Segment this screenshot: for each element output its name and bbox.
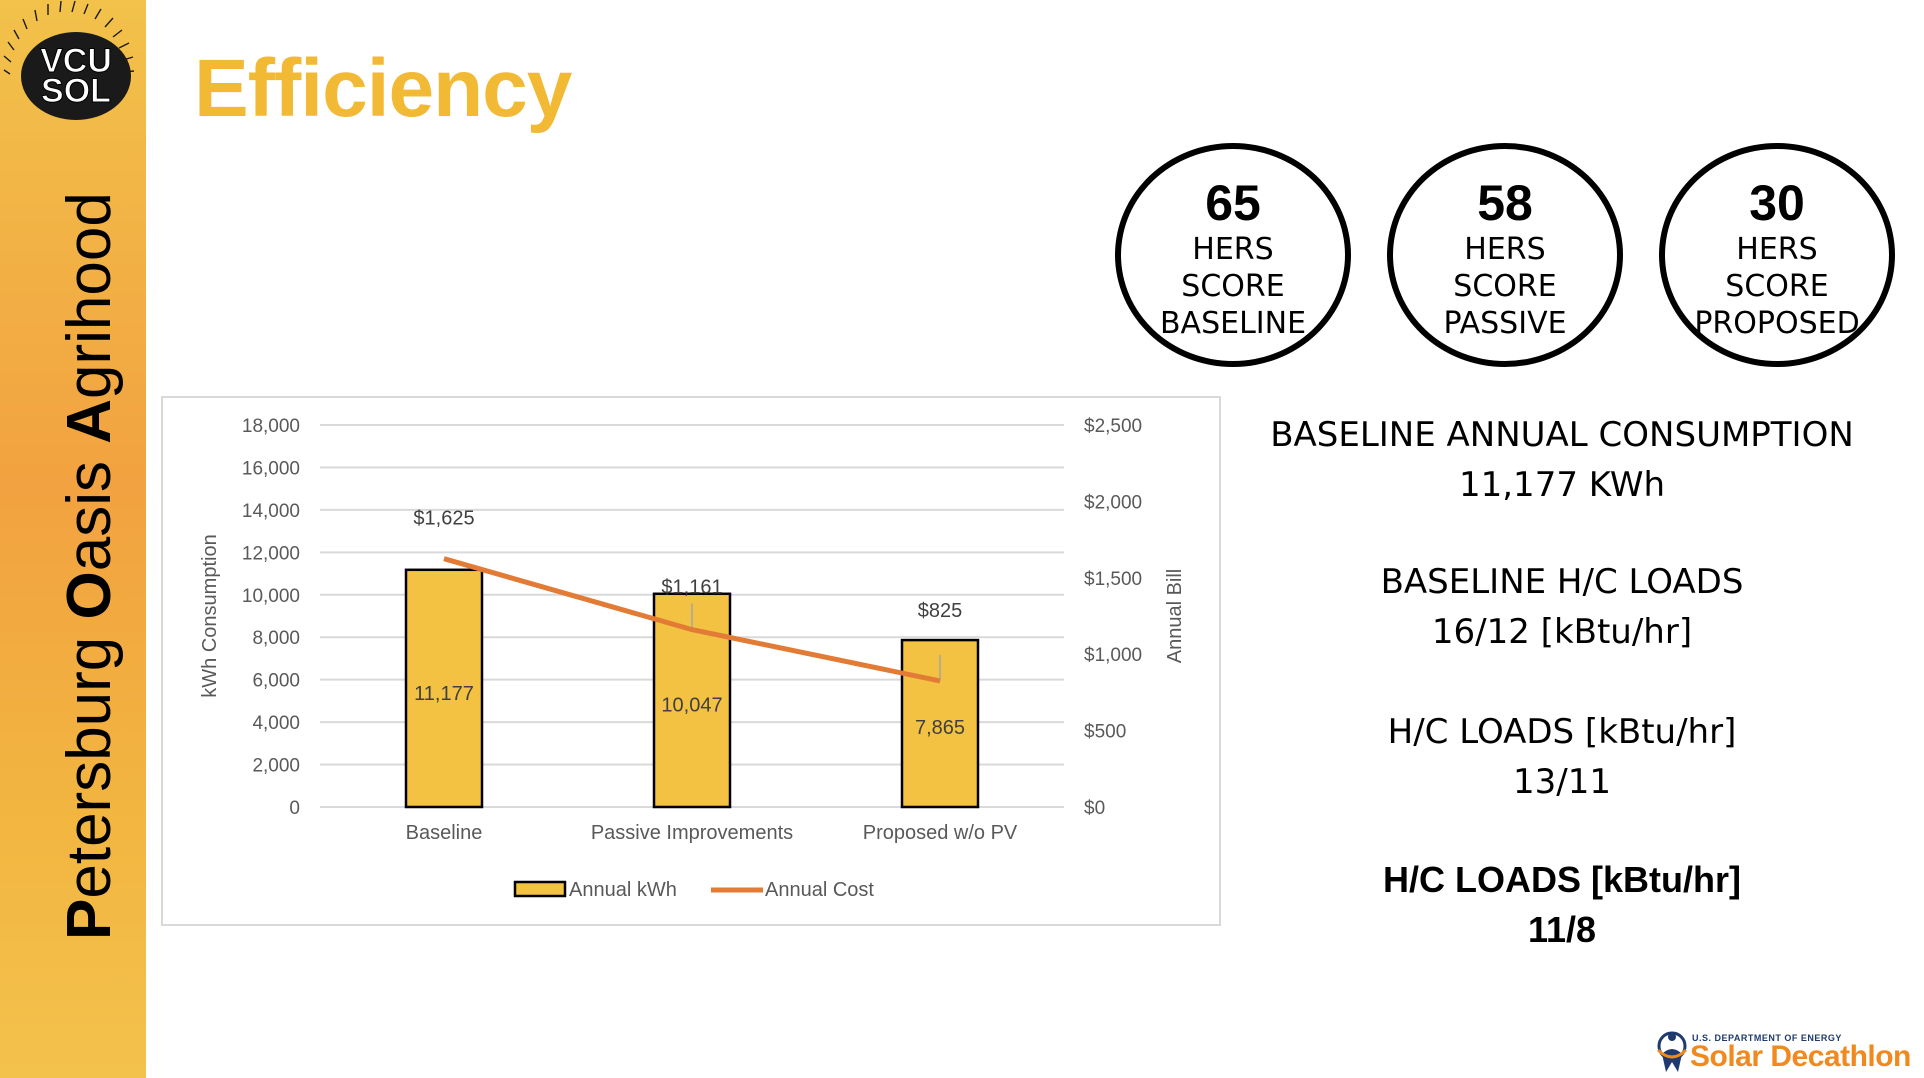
x-tick-label: Baseline: [406, 822, 483, 844]
logo-text-sol: SOL: [41, 72, 111, 110]
y2-tick-label: $1,000: [1084, 645, 1142, 666]
x-tick-label: Proposed w/o PV: [863, 822, 1018, 844]
title-initial-p: P: [55, 898, 124, 940]
stat-value: 11/8: [1527, 909, 1597, 950]
line-data-label: $1,161: [661, 577, 722, 599]
hers-score-passive: 58 HERS SCORE PASSIVE: [1387, 143, 1623, 367]
y-tick-label: 12,000: [242, 543, 300, 564]
y2-tick-label: $2,500: [1084, 416, 1142, 437]
legend-swatch-kwh: [513, 880, 567, 898]
bar-data-label: 7,865: [915, 717, 965, 739]
y2-axis-title: Annual Bill: [1164, 569, 1186, 664]
hers-score-baseline: 65 HERS SCORE BASELINE: [1115, 143, 1351, 367]
hers-label-line2: SCORE: [1725, 269, 1829, 304]
y-tick-label: 16,000: [242, 458, 300, 479]
solar-decathlon-text: Solar Decathlon: [1690, 1040, 1911, 1073]
title-word-agrihood: grihood: [55, 192, 124, 399]
logo-text-vcu: VCU: [40, 42, 112, 80]
bar-annual-kwh: [404, 568, 484, 809]
title-word-petersburg: etersburg: [55, 619, 124, 899]
hers-label-line3: PROPOSED: [1694, 306, 1860, 341]
doe-logo-icon: [1656, 1031, 1688, 1072]
stat-baseline-hc-loads: BASELINE H/C LOADS 16/12 [kBtu/hr]: [1222, 557, 1902, 657]
stat-value: 16/12 [kBtu/hr]: [1431, 612, 1693, 652]
hers-score-value: 30: [1749, 175, 1805, 231]
y-axis-title: kWh Consumption: [199, 534, 221, 697]
hers-label-line2: SCORE: [1181, 269, 1285, 304]
bar-data-label: 10,047: [661, 695, 722, 717]
hers-label-line1: HERS: [1464, 232, 1546, 267]
y-tick-label: 4,000: [252, 713, 300, 734]
y-tick-label: 2,000: [252, 756, 300, 777]
stat-value: 11,177 KWh: [1458, 465, 1666, 505]
stat-value: 13/11: [1513, 762, 1611, 802]
y2-tick-label: $2,000: [1084, 492, 1142, 513]
hers-label-line2: SCORE: [1453, 269, 1557, 304]
sidebar: VCU SOL Petersburg Oasis Agrihood: [0, 0, 146, 1078]
legend-label-kwh: Annual kWh: [569, 879, 677, 901]
y-tick-label: 10,000: [242, 586, 300, 607]
stat-title: H/C LOADS [kBtu/hr]: [1387, 712, 1737, 752]
stat-title: H/C LOADS [kBtu/hr]: [1383, 859, 1741, 900]
page-title: Efficiency: [194, 43, 572, 134]
line-data-label: $1,625: [413, 508, 474, 530]
y-tick-label: 8,000: [252, 628, 300, 649]
hers-label-line1: HERS: [1736, 232, 1818, 267]
stat-title: BASELINE ANNUAL CONSUMPTION: [1270, 415, 1854, 455]
y2-tick-label: $1,500: [1084, 569, 1142, 590]
hers-score-value: 65: [1205, 175, 1261, 231]
x-tick-label: Passive Improvements: [591, 822, 793, 844]
y-tick-label: 18,000: [242, 416, 300, 437]
line-data-label: $825: [918, 600, 963, 622]
y-tick-label: 14,000: [242, 501, 300, 522]
legend-label-cost: Annual Cost: [765, 879, 874, 901]
stat-proposed-hc-loads: H/C LOADS [kBtu/hr] 11/8: [1222, 855, 1902, 955]
title-initial-a: A: [55, 398, 124, 444]
chart-canvas: 0 2,000 4,000 6,000 8,000 10,000 12,000 14,000 1…: [199, 416, 1186, 901]
hers-label-line1: HERS: [1192, 232, 1274, 267]
y-tick-label: 0: [289, 798, 300, 819]
y2-tick-label: $500: [1084, 722, 1126, 743]
vcu-sol-logo: VCU SOL: [3, 0, 135, 120]
line-annual-cost: [443, 556, 941, 684]
title-initial-o: O: [55, 571, 124, 620]
energy-chart: 0 2,000 4,000 6,000 8,000 10,000 12,000 14,000 1…: [161, 396, 1221, 926]
hers-label-line3: BASELINE: [1159, 306, 1307, 341]
y2-tick-label: $0: [1084, 798, 1105, 819]
stat-baseline-consumption: BASELINE ANNUAL CONSUMPTION 11,177 KWh: [1222, 410, 1902, 510]
stat-passive-hc-loads: H/C LOADS [kBtu/hr] 13/11: [1222, 707, 1902, 807]
doe-department-text: U.S. DEPARTMENT OF ENERGY: [1692, 1033, 1842, 1043]
title-word-oasis: asis: [55, 443, 124, 572]
hers-score-value: 58: [1477, 175, 1533, 231]
hers-score-proposed: 30 HERS SCORE PROPOSED: [1659, 143, 1895, 367]
bar-data-label: 11,177: [414, 683, 474, 705]
y-tick-label: 6,000: [252, 671, 300, 692]
hers-label-line3: PASSIVE: [1443, 306, 1567, 341]
stat-title: BASELINE H/C LOADS: [1380, 562, 1744, 602]
sun-rays-icon: [3, 0, 135, 75]
project-title-vertical: Petersburg Oasis Agrihood: [54, 192, 125, 940]
